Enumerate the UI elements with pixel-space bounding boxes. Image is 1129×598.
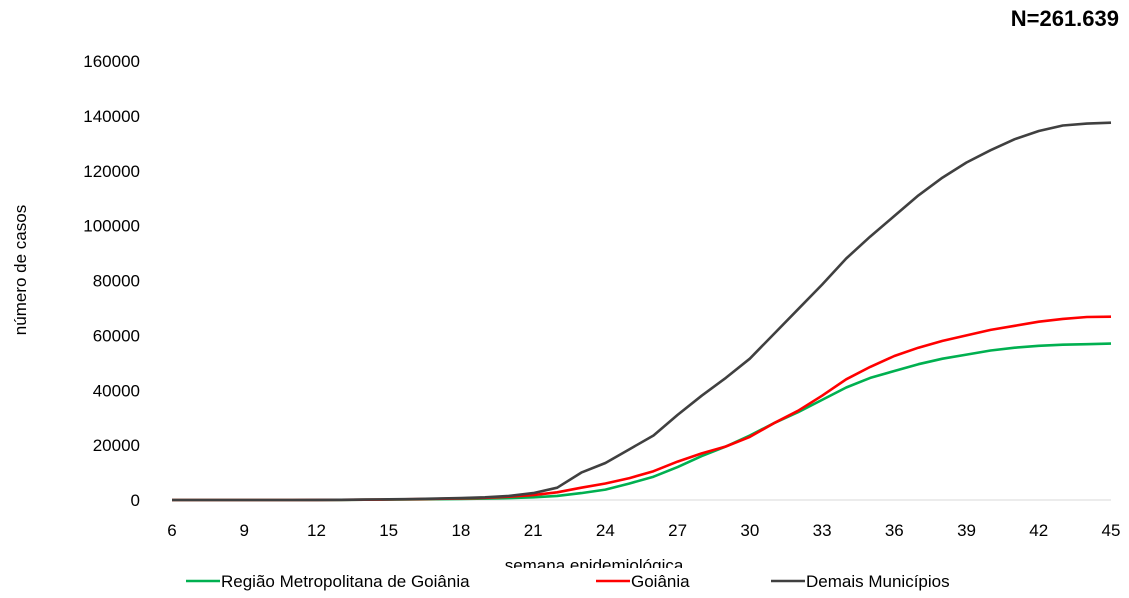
y-axis-label: número de casos	[11, 205, 30, 335]
x-tick-label: 18	[451, 521, 470, 540]
y-tick-label: 140000	[83, 107, 140, 126]
x-tick-label: 12	[307, 521, 326, 540]
x-tick-label: 42	[1029, 521, 1048, 540]
legend: Região Metropolitana de Goiânia Goiânia De…	[186, 572, 950, 591]
series-line	[172, 315, 1112, 502]
y-tick-label: 40000	[93, 381, 140, 400]
series-line	[172, 121, 1112, 502]
x-tick-label: 39	[957, 521, 976, 540]
legend-label: Região Metropolitana de Goiânia	[221, 572, 470, 591]
series-layer	[172, 121, 1112, 502]
x-tick-label: 30	[740, 521, 759, 540]
y-tick-label: 100000	[83, 217, 140, 236]
x-tick-label: 36	[885, 521, 904, 540]
x-tick-label: 27	[668, 521, 687, 540]
y-tick-label: 0	[131, 491, 140, 510]
x-tick-label: 21	[524, 521, 543, 540]
legend-label: Demais Municípios	[806, 572, 950, 591]
series-line	[172, 342, 1112, 502]
y-tick-label: 20000	[93, 436, 140, 455]
x-tick-label: 15	[379, 521, 398, 540]
sample-size-note: N=261.639	[1010, 6, 1119, 31]
x-tick-label: 45	[1102, 521, 1121, 540]
x-tick-label: 33	[813, 521, 832, 540]
legend-label: Goiânia	[631, 572, 690, 591]
y-tick-label: 80000	[93, 272, 140, 291]
y-tick-label: 160000	[83, 52, 140, 71]
x-tick-label: 6	[167, 521, 176, 540]
line-chart: 0 20000 40000 60000 80000 100000 120000 140000 1…	[11, 52, 1121, 568]
y-axis: 0 20000 40000 60000 80000 100000 120000 140000 1…	[83, 52, 140, 510]
y-tick-label: 60000	[93, 326, 140, 345]
x-tick-label: 9	[239, 521, 248, 540]
x-axis-label: semana epidemiológica	[505, 556, 684, 568]
x-tick-label: 24	[596, 521, 615, 540]
x-axis: 6 9 12 15 18 21 24 27 30 33 36 39 42 45	[167, 499, 1121, 540]
y-tick-label: 120000	[83, 162, 140, 181]
